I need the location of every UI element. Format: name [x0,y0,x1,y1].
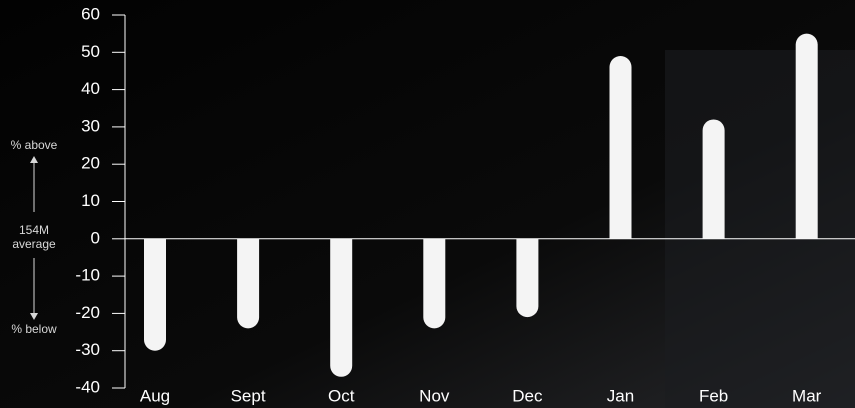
y-tick-label: -10 [75,266,100,285]
y-tick-label: 40 [81,79,100,98]
bar [795,33,818,239]
annotation-below: % below [11,322,57,336]
x-tick-label: Sept [231,386,266,405]
y-tick-label: 30 [81,116,100,135]
y-tick-label: -20 [75,303,100,322]
x-tick-label: Dec [512,386,543,405]
y-tick-label: 0 [91,228,100,247]
y-tick-label: 10 [81,191,100,210]
background-shape [665,50,855,408]
bar [516,238,539,318]
y-tick-label: -40 [75,377,100,396]
y-tick-label: 50 [81,42,100,61]
annotation-average: average [12,237,56,251]
bar [702,119,725,239]
arrow-head [30,156,38,163]
x-tick-label: Oct [328,386,355,405]
x-tick-label: Aug [140,386,170,405]
y-tick-label: -30 [75,340,100,359]
bar [423,238,446,329]
y-tick-label: 60 [81,4,100,23]
annotation-average: 154M [19,223,49,237]
x-tick-label: Mar [792,386,822,405]
bar [144,238,166,351]
bar [237,238,260,329]
annotation-above: % above [11,138,58,152]
x-tick-label: Jan [607,386,634,405]
y-tick-label: 20 [81,154,100,173]
bar [609,56,632,239]
arrow-head [30,313,38,320]
x-tick-label: Nov [419,386,450,405]
bar [330,238,353,377]
x-tick-label: Feb [699,386,728,405]
